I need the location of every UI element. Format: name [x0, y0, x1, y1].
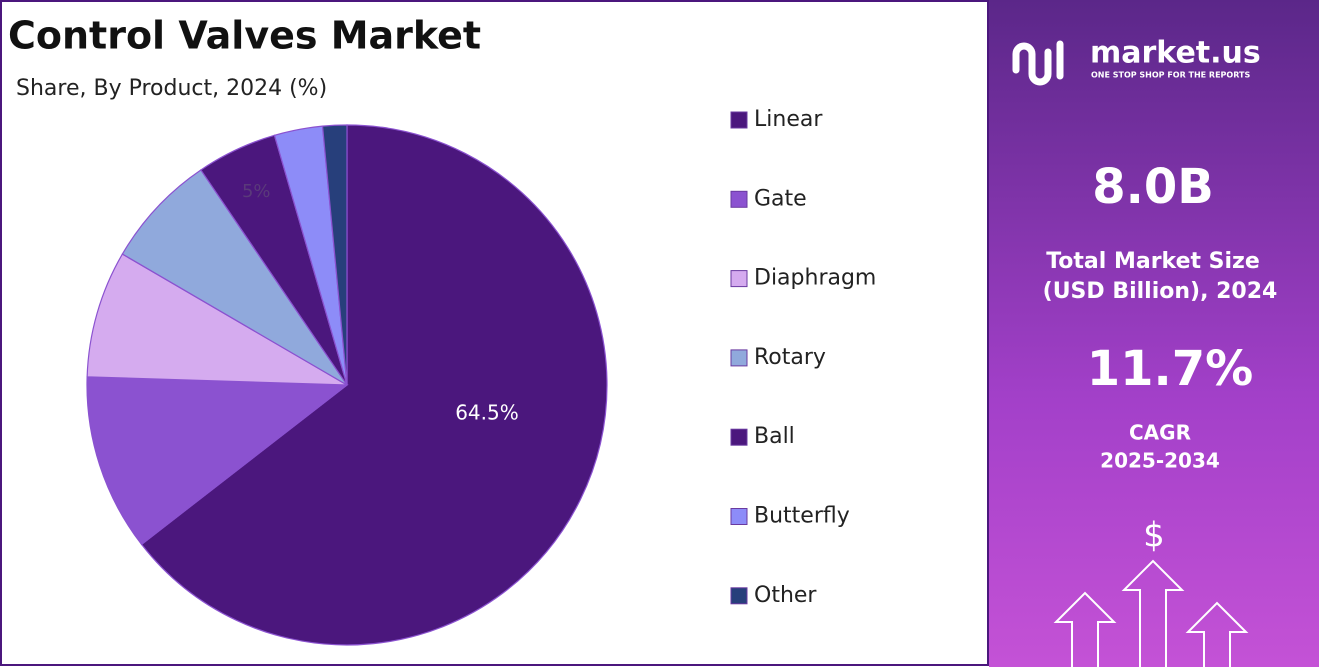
market-size-label: Total Market Size — [1046, 249, 1260, 274]
logo-mark — [1012, 40, 1064, 86]
growth-arrows — [1053, 559, 1249, 667]
legend-label: Butterfly — [754, 504, 850, 529]
legend-swatch — [730, 587, 748, 605]
legend-label: Linear — [754, 107, 823, 132]
legend-label: Ball — [754, 424, 795, 449]
legend-label: Gate — [754, 186, 807, 211]
side-panel — [989, 0, 1319, 667]
arrow — [1121, 559, 1185, 667]
legend-swatch — [730, 190, 748, 208]
legend-swatch — [730, 428, 748, 446]
cagr-label: 2025-2034 — [1100, 449, 1220, 473]
legend-swatch — [730, 349, 748, 367]
pie-slice — [86, 376, 349, 546]
chart-title: Control Valves Market — [8, 14, 481, 58]
market-size: 8.0B — [1092, 159, 1214, 215]
pie-slice — [86, 253, 348, 386]
brand-tagline: ONE STOP SHOP FOR THE REPORTS — [1091, 71, 1250, 80]
legend-label: Other — [754, 583, 817, 608]
pie-slice — [140, 124, 608, 646]
brand-name: market.us — [1090, 36, 1261, 71]
arrow — [1185, 601, 1249, 667]
legend-swatch — [730, 270, 748, 288]
brand-logo — [1012, 40, 1064, 86]
legend-label: Diaphragm — [754, 266, 876, 291]
cagr-label: CAGR — [1129, 421, 1191, 445]
legend-swatch — [730, 111, 748, 129]
chart-subtitle: Share, By Product, 2024 (%) — [16, 76, 327, 101]
legend-swatch — [730, 508, 748, 525]
cagr-value: 11.7% — [1087, 341, 1254, 397]
pie-slice — [121, 169, 348, 386]
arrow — [1053, 591, 1117, 667]
data-label: 5% — [242, 181, 271, 202]
pie-slice — [321, 124, 348, 386]
legend-label: Rotary — [754, 345, 826, 370]
market-size-label: (USD Billion), 2024 — [1043, 279, 1278, 304]
dollar-icon: $ — [1143, 516, 1165, 556]
data-label: 64.5% — [455, 401, 519, 425]
